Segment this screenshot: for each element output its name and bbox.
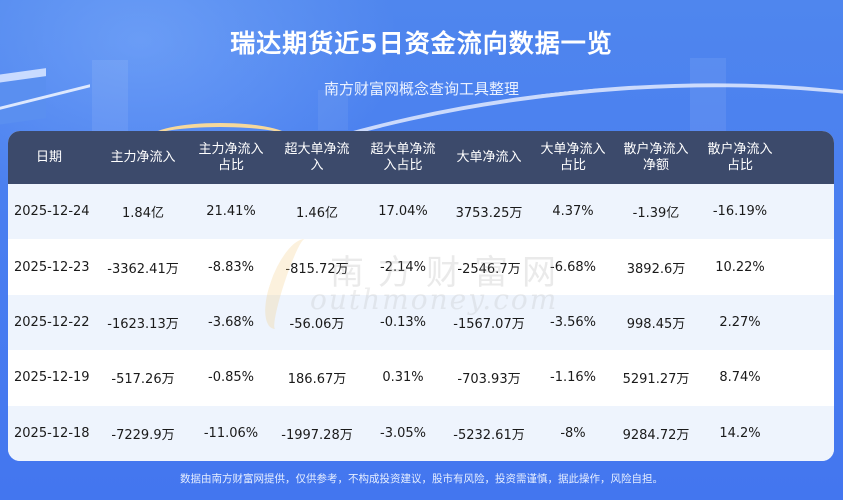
- cell-main-ratio: -11.06%: [203, 425, 259, 441]
- cell-large-inflow: -1567.07万: [453, 316, 525, 332]
- table-row: 2025-12-24 1.84亿 21.41% 1.46亿 17.04% 375…: [8, 184, 834, 240]
- cell-main-net-inflow: -7229.9万: [111, 427, 175, 443]
- cell-main-net-inflow: -1623.13万: [107, 316, 179, 332]
- column-header-large-ratio: 大单净流入 占比: [540, 141, 606, 173]
- page-subtitle: 南方财富网概念查询工具整理: [323, 80, 519, 98]
- cell-super-large-ratio: -3.05%: [380, 425, 426, 441]
- cell-retail-net: 9284.72万: [622, 427, 690, 443]
- cell-super-large-ratio: 0.31%: [382, 370, 424, 386]
- page-title: 瑞达期货近5日资金流向数据一览: [230, 29, 613, 58]
- cell-date: 2025-12-23: [14, 259, 90, 275]
- column-header-super-large-ratio: 超大单净流 入占比: [370, 141, 436, 173]
- cell-super-large-inflow: -1997.28万: [281, 427, 353, 443]
- column-header-date: 日期: [36, 149, 63, 165]
- cell-date: 2025-12-24: [14, 204, 90, 220]
- cell-retail-ratio: 14.2%: [719, 425, 761, 441]
- cell-super-large-inflow: -56.06万: [289, 316, 345, 332]
- cell-large-inflow: 3753.25万: [455, 206, 523, 222]
- cell-main-net-inflow: -517.26万: [111, 372, 175, 388]
- cell-large-inflow: -5232.61万: [453, 427, 525, 443]
- cell-large-ratio: -3.56%: [550, 314, 596, 330]
- column-header-main-net-inflow: 主力净流入: [110, 149, 176, 165]
- cell-retail-ratio: 2.27%: [719, 314, 761, 330]
- cell-super-large-inflow: -815.72万: [285, 261, 349, 277]
- cell-large-ratio: -6.68%: [550, 259, 596, 275]
- cell-super-large-ratio: -2.14%: [380, 259, 426, 275]
- cell-date: 2025-12-22: [14, 314, 90, 330]
- cell-date: 2025-12-19: [14, 370, 90, 386]
- footer-disclaimer: 数据由南方财富网提供，仅供参考，不构成投资建议，股市有风险，投资需谨慎，据此操作…: [180, 473, 663, 485]
- cell-retail-ratio: -16.19%: [712, 204, 768, 220]
- cell-main-ratio: 21.41%: [206, 204, 256, 220]
- cell-large-ratio: -8%: [560, 425, 586, 441]
- cell-main-ratio: -8.83%: [208, 259, 254, 275]
- cell-retail-net: 3892.6万: [626, 261, 686, 277]
- cell-large-inflow: -703.93万: [457, 372, 521, 388]
- cell-main-ratio: -0.85%: [208, 370, 254, 386]
- cell-super-large-inflow: 186.67万: [287, 372, 347, 388]
- cell-retail-net: 998.45万: [626, 316, 686, 332]
- fund-flow-table: 日期 主力净流入 主力净流入 占比 超大单净流 入 超大单净流 入占比 大单净流…: [8, 131, 834, 461]
- cell-large-ratio: -1.16%: [550, 370, 596, 386]
- cell-retail-net: 5291.27万: [622, 372, 690, 388]
- cell-main-net-inflow: -3362.41万: [107, 261, 179, 277]
- cell-large-ratio: 4.37%: [552, 204, 594, 220]
- cell-main-net-inflow: 1.84亿: [122, 206, 164, 222]
- column-header-main-ratio: 主力净流入 占比: [198, 141, 264, 173]
- cell-retail-net: -1.39亿: [632, 206, 680, 222]
- cell-main-ratio: -3.68%: [208, 314, 254, 330]
- table-row: 2025-12-18 -7229.9万 -11.06% -1997.28万 -3…: [8, 405, 834, 461]
- cell-large-inflow: -2546.7万: [457, 261, 521, 277]
- cell-retail-ratio: 8.74%: [719, 370, 761, 386]
- column-header-large-inflow: 大单净流入: [456, 149, 522, 165]
- column-header-super-large-inflow: 超大单净流 入: [284, 141, 350, 173]
- cell-super-large-ratio: -0.13%: [380, 314, 426, 330]
- cell-date: 2025-12-18: [14, 425, 90, 441]
- table-header-row: 日期 主力净流入 主力净流入 占比 超大单净流 入 超大单净流 入占比 大单净流…: [8, 131, 834, 184]
- cell-super-large-ratio: 17.04%: [378, 204, 428, 220]
- table-row: 2025-12-19 -517.26万 -0.85% 186.67万 0.31%…: [8, 350, 834, 406]
- cell-retail-ratio: 10.22%: [715, 259, 765, 275]
- table-row: 2025-12-23 -3362.41万 -8.83% -815.72万 -2.…: [8, 239, 834, 295]
- cell-super-large-inflow: 1.46亿: [296, 206, 338, 222]
- column-header-retail-ratio: 散户净流入 占比: [707, 141, 773, 173]
- column-header-retail-net: 散户净流入 净额: [623, 141, 689, 173]
- table-row: 2025-12-22 -1623.13万 -3.68% -56.06万 -0.1…: [8, 294, 834, 351]
